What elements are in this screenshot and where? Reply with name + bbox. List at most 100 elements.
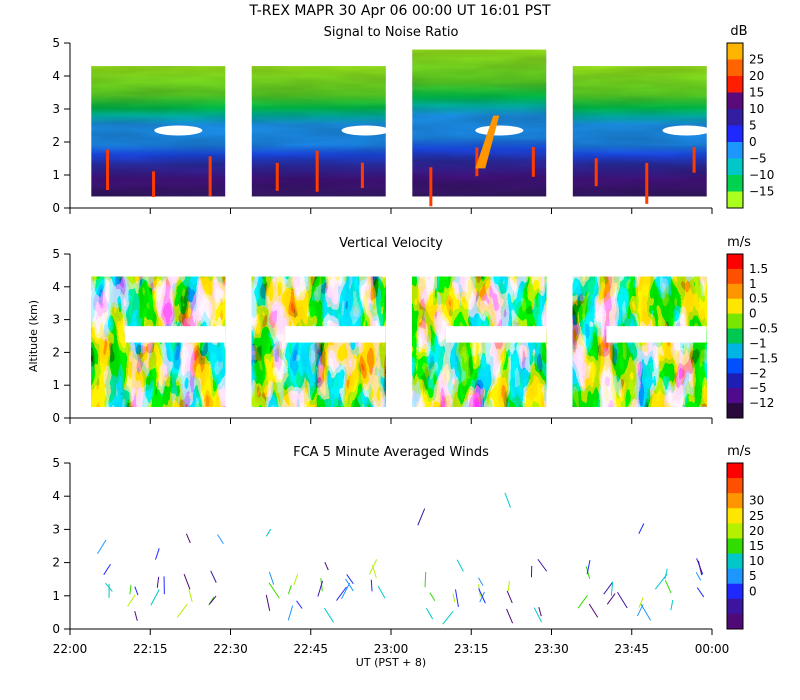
x-tick-label: 23:00 (374, 642, 409, 656)
wind-barb (317, 580, 324, 597)
colorbar-swatch (727, 158, 743, 176)
colorbar-label: −0.5 (749, 322, 778, 336)
colorbar-label: 25 (749, 509, 764, 523)
snr-plume (106, 149, 110, 191)
snr-plume (692, 147, 696, 173)
colorbar-label: −2 (749, 366, 767, 380)
panel-3: FCA 5 Minute Averaged Winds 0 1 2 3 4 5 22:00 22… (52, 444, 764, 656)
wind-barb (533, 607, 543, 623)
y-tick-label: 3 (52, 313, 60, 327)
wind-barb (370, 579, 373, 592)
wind-barb (425, 607, 434, 620)
y-tick-label: 1 (52, 378, 60, 392)
colorbar-label: 10 (749, 554, 764, 568)
wind-barb (268, 571, 275, 585)
colorbar-swatch (727, 109, 743, 126)
colorbar-swatch (727, 43, 743, 60)
wind-barb (452, 593, 456, 603)
wind-barb (345, 578, 354, 592)
y-tick-label: 4 (52, 280, 60, 294)
vv-gap (445, 326, 547, 343)
wind-barb (617, 592, 628, 609)
colorbar-swatch (727, 125, 743, 143)
y-tick-label: 5 (52, 456, 60, 470)
wind-barb (478, 577, 484, 586)
snr-plume (275, 162, 279, 191)
wind-barb (664, 568, 668, 580)
snr-plume (531, 146, 535, 177)
wind-barb (127, 594, 136, 607)
colorbar-unit: dB (730, 24, 747, 39)
wind-barb (336, 586, 347, 601)
wind-barb (429, 592, 436, 602)
y-tick-label: 5 (52, 36, 60, 50)
snr-plume (315, 150, 319, 192)
snr-plume (429, 167, 433, 207)
colorbar-swatch (727, 598, 743, 615)
y-tick-label: 2 (52, 345, 60, 359)
wind-barb (640, 603, 652, 621)
wind-barb (636, 604, 644, 617)
wind-barb (504, 492, 511, 508)
y-tick-label: 3 (52, 102, 60, 116)
wind-barb (268, 582, 280, 599)
snr-gap (341, 125, 390, 136)
colorbar-swatch (727, 568, 743, 585)
wind-barb (478, 588, 486, 604)
wind-barb (538, 607, 542, 617)
colorbar-label: −12 (749, 396, 774, 410)
wind-barb (265, 528, 272, 537)
colorbar-label: −1.5 (749, 351, 778, 365)
colorbar-swatch (727, 508, 743, 524)
panel-title: Signal to Noise Ratio (324, 25, 459, 40)
wind-barb (506, 608, 514, 624)
y-tick-label: 1 (52, 589, 60, 603)
colorbar-swatch (727, 191, 743, 209)
snr-plume (594, 158, 598, 187)
colorbar-frame (726, 42, 744, 209)
x-tick-label: 23:30 (534, 642, 569, 656)
colorbar-label: 25 (749, 53, 764, 67)
colorbar-label: −1 (749, 336, 767, 350)
colorbar-label: 1 (749, 277, 757, 291)
colorbar-swatch (727, 343, 743, 359)
snr-plume (360, 162, 364, 189)
wind-barb (610, 581, 614, 596)
colorbar-label: 0.5 (749, 292, 768, 306)
wind-barb (293, 573, 299, 586)
colorbar-label: 15 (749, 539, 764, 553)
snr-plume (645, 162, 649, 204)
wind-barb (129, 584, 132, 595)
colorbar-swatch (727, 388, 743, 404)
colorbar-swatch (727, 142, 743, 159)
y-tick-label: 4 (52, 489, 60, 503)
colorbar-swatch (727, 283, 743, 300)
x-tick-label: 22:00 (53, 642, 88, 656)
wind-barb (377, 585, 386, 599)
y-tick-label: 0 (52, 411, 60, 425)
colorbar-swatch (727, 298, 743, 315)
wind-barb (346, 574, 354, 585)
wind-barb (537, 558, 548, 572)
wind-barb (176, 603, 188, 618)
wind-barb (586, 560, 591, 575)
colorbar-label: −15 (749, 185, 774, 199)
wind-barb (217, 534, 224, 545)
colorbar-swatch (727, 254, 743, 270)
colorbar-swatch (727, 493, 743, 509)
colorbar-label: −5 (749, 152, 767, 166)
wind-barb (664, 580, 672, 594)
x-tick-label: 22:30 (213, 642, 248, 656)
x-tick-label: 00:00 (695, 642, 730, 656)
wind-barb (209, 595, 217, 605)
snr-plume (208, 156, 212, 197)
colorbar-label: −10 (749, 168, 774, 182)
panel-2: Vertical Velocity012345m/s1.510.50−0.5−1… (52, 235, 778, 425)
wind-barb (156, 576, 160, 588)
y-tick-label: 2 (52, 135, 60, 149)
colorbar-unit: m/s (727, 235, 751, 250)
y-tick-label: 5 (52, 247, 60, 261)
colorbar-swatch (727, 553, 743, 570)
wind-barb (424, 572, 427, 588)
